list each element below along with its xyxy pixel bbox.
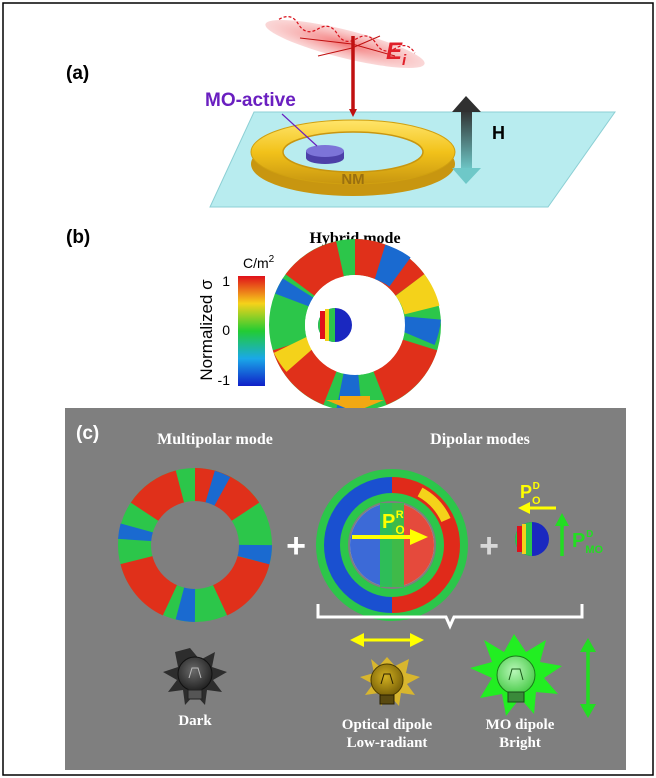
plus-sign-1: + [286,527,306,565]
colorbar-axis-label: Normalized σ [197,279,216,381]
panel-c-label: (c) [76,423,99,444]
mo-active-label: MO-active [205,90,296,111]
dipolar-title: Dipolar modes [430,431,530,448]
magnetic-label: H [492,123,505,143]
plus-sign-2: + [479,527,499,565]
optical-dipole-map [332,485,452,605]
colorbar-tick-zero: 0 [222,322,230,338]
colorbar [238,276,265,386]
mo-dipole-map [515,522,549,556]
optical-dipole-label: Optical dipole [342,717,433,733]
low-radiant-label: Low-radiant [347,735,428,751]
p-o-r-label: POR [382,509,405,537]
colorbar-tick-min: -1 [218,372,231,388]
ring-hole [283,132,423,172]
dark-label: Dark [178,713,212,729]
ring-label: NM [341,171,364,188]
hybrid-mode-map [287,257,423,393]
mo-disk-top [306,145,344,157]
multipolar-title: Multipolar mode [157,431,273,448]
bright-label: Bright [499,735,541,751]
multipolar-mode-map [135,485,255,605]
panel-a-label: (a) [66,63,89,84]
mo-dipole-label: MO dipole [486,717,555,733]
colorbar-tick-max: 1 [222,273,230,289]
panel-c: (c) Multipolar mode Dipolar modes + [65,408,626,770]
panel-b-label: (b) [66,227,90,248]
